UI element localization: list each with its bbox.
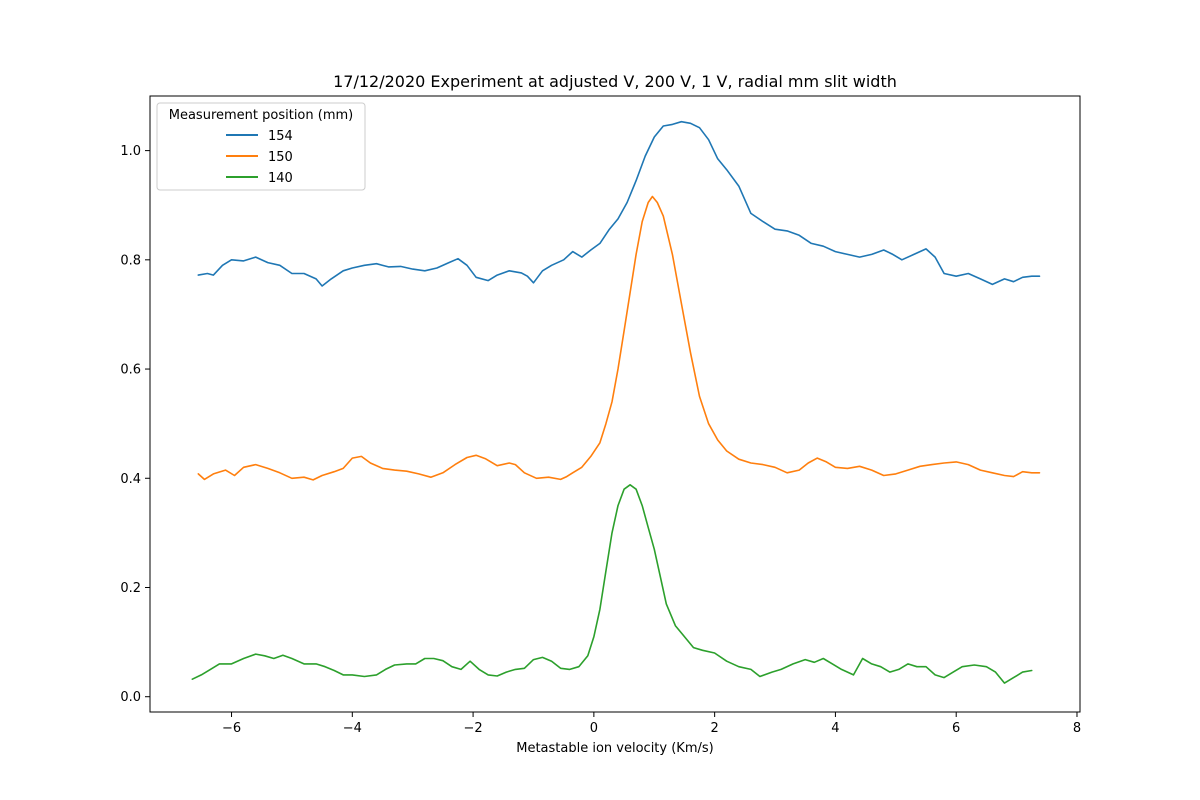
legend-items: 154 150 140	[226, 129, 293, 186]
x-tick-label: −2	[463, 721, 482, 736]
x-tick-label: 2	[711, 721, 719, 736]
y-tick-label: 0.0	[120, 690, 141, 705]
x-tick-label: 6	[952, 721, 960, 736]
x-tick-label: 8	[1073, 721, 1081, 736]
chart-title: 17/12/2020 Experiment at adjusted V, 200…	[333, 72, 897, 91]
y-tick-label: 0.6	[120, 363, 141, 378]
y-tick-label: 1.0	[120, 144, 141, 159]
legend-label-154: 154	[268, 129, 293, 144]
series-line-140	[191, 484, 1033, 684]
plot-frame	[149, 95, 1081, 713]
legend: Measurement position (mm) 154 150 140	[156, 102, 366, 191]
y-axis-ticks: 0.0 0.2 0.4 0.6 0.8 1.0	[120, 144, 150, 705]
x-tick-label: −6	[222, 721, 241, 736]
series-line-150	[197, 195, 1041, 481]
x-tick-label: −4	[343, 721, 362, 736]
legend-label-150: 150	[268, 150, 293, 165]
legend-title: Measurement position (mm)	[169, 108, 353, 123]
x-tick-label: 0	[590, 721, 598, 736]
x-axis-label: Metastable ion velocity (Km/s)	[516, 741, 713, 756]
legend-label-140: 140	[268, 171, 293, 186]
series-layer	[191, 120, 1041, 684]
series-line-154	[197, 120, 1041, 287]
x-tick-label: 4	[831, 721, 839, 736]
y-tick-label: 0.4	[120, 472, 141, 487]
legend-box	[156, 102, 366, 191]
x-axis-ticks: −6 −4 −2 0 2 4 6 8	[222, 712, 1081, 736]
y-tick-label: 0.2	[120, 581, 141, 596]
y-tick-label: 0.8	[120, 253, 141, 268]
